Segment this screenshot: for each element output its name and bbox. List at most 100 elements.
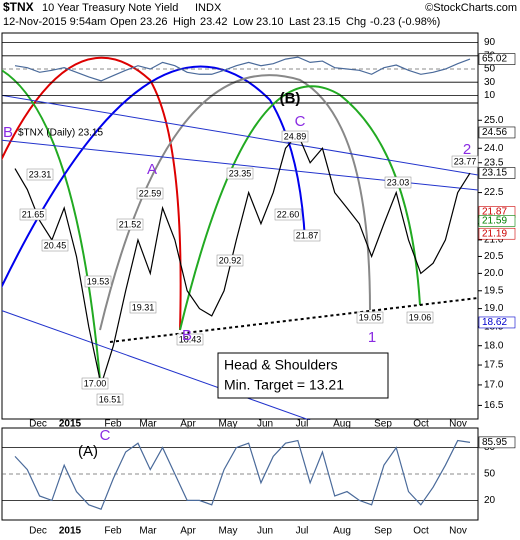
y-tick-label: 22.5 xyxy=(484,187,504,198)
x-tick-label: Nov xyxy=(449,526,467,537)
value-label: 65.02 xyxy=(482,54,507,65)
value-label: 23.15 xyxy=(482,168,507,179)
x-tick-label: Aug xyxy=(333,526,351,537)
wave-label: B xyxy=(182,327,192,344)
y-tick-label: 18.0 xyxy=(484,340,504,351)
price-label-box xyxy=(84,275,112,288)
x-tick-label: Jul xyxy=(296,419,309,430)
symbol: $TNX xyxy=(3,0,34,14)
credit: ©StockCharts.com xyxy=(425,2,517,14)
price-label: 23.35 xyxy=(229,168,252,178)
value-label: 21.19 xyxy=(482,228,507,239)
name: 10 Year Treasury Note Yield xyxy=(42,2,178,14)
price-label: 19.06 xyxy=(409,312,432,322)
x-tick-label: Apr xyxy=(180,419,196,430)
arc xyxy=(179,85,421,331)
price-label: 20.92 xyxy=(219,255,242,265)
x-tick-label: Dec xyxy=(29,526,47,537)
price-label: 20.45 xyxy=(44,240,67,250)
open-label: Open xyxy=(110,16,137,28)
price-label: 22.60 xyxy=(277,209,300,219)
value-label: 85.95 xyxy=(482,437,507,448)
annotation: Head & Shoulders xyxy=(224,357,338,373)
price-label: 19.31 xyxy=(132,302,155,312)
price-label-box xyxy=(274,208,302,221)
wave-label: A xyxy=(147,161,157,178)
price-label-box xyxy=(281,130,309,143)
wave-label: B xyxy=(3,124,13,141)
price-label: 23.77 xyxy=(454,156,477,166)
price-label-box xyxy=(356,311,384,324)
y-tick-label: 16.5 xyxy=(484,400,504,411)
x-tick-label: May xyxy=(219,419,238,430)
value-box xyxy=(478,436,516,449)
price-label: 16.51 xyxy=(99,394,122,404)
y-tick-label: 20.0 xyxy=(484,268,504,279)
price-line xyxy=(14,133,471,388)
y-tick-label: 17.5 xyxy=(484,360,504,371)
chg: -0.23 (-0.98%) xyxy=(370,16,440,28)
price-label-box xyxy=(293,229,321,242)
price-label: 21.87 xyxy=(296,230,319,240)
high-label: High xyxy=(173,16,196,28)
open: 23.26 xyxy=(140,16,168,28)
x-tick-label: Sep xyxy=(374,526,392,537)
x-tick-label: Jun xyxy=(257,526,273,537)
value-label: 18.62 xyxy=(482,317,507,328)
y-tick-label: 10 xyxy=(484,90,496,101)
value-label: 21.59 xyxy=(482,216,507,227)
oscillator-line xyxy=(14,56,471,82)
value-box xyxy=(478,215,516,227)
price-label-box xyxy=(406,311,434,324)
y-tick-label: 21.0 xyxy=(484,235,504,246)
last-label: Last xyxy=(289,16,310,28)
price-label: 22.59 xyxy=(139,188,162,198)
y-tick-label: 23.5 xyxy=(484,157,504,168)
x-tick-label: Mar xyxy=(139,419,157,430)
price-label-box xyxy=(26,168,54,181)
x-tick-label: Feb xyxy=(104,526,122,537)
annotation: Min. Target = 13.21 xyxy=(224,377,344,393)
x-tick-label: Oct xyxy=(413,419,429,430)
x-tick-label: Jun xyxy=(257,419,273,430)
oscillator-line xyxy=(14,439,471,510)
price-label-box xyxy=(129,301,157,314)
y-tick-label: 24.0 xyxy=(484,143,504,154)
value-box xyxy=(478,126,516,139)
x-tick-label: Jul xyxy=(296,526,309,537)
price-label-box xyxy=(19,208,47,221)
neckline xyxy=(109,297,478,343)
price-label-box xyxy=(451,155,479,168)
price-label: 24.89 xyxy=(284,131,307,141)
value-box xyxy=(478,167,516,179)
arc xyxy=(2,69,101,381)
x-tick-label: 2015 xyxy=(59,526,82,537)
header: $TNX 10 Year Treasury Note Yield INDX ©S… xyxy=(3,0,517,28)
value-box xyxy=(478,53,516,65)
y-tick-label: 30 xyxy=(484,77,496,88)
x-tick-label: Oct xyxy=(413,526,429,537)
exchange: INDX xyxy=(195,2,222,14)
wave-label: (B) xyxy=(280,90,301,107)
trend-line xyxy=(2,94,478,176)
price-label-box xyxy=(116,218,144,231)
price-label: 21.65 xyxy=(22,209,45,219)
x-tick-label: 2015 xyxy=(59,419,82,430)
price-label-box xyxy=(176,333,204,346)
last: 23.15 xyxy=(313,16,341,28)
y-tick-label: 17.0 xyxy=(484,380,504,391)
price-label-box xyxy=(216,254,244,267)
date: 12-Nov-2015 9:54am xyxy=(3,16,106,28)
wave-label: 2 xyxy=(463,141,471,158)
price-label-box xyxy=(81,377,109,390)
x-tick-label: Feb xyxy=(104,419,122,430)
x-tick-label: Nov xyxy=(449,419,467,430)
price-label: 17.00 xyxy=(84,378,107,388)
x-tick-label: Sep xyxy=(374,419,392,430)
y-tick-label: 90 xyxy=(484,37,496,48)
price-label-box xyxy=(96,393,124,406)
y-tick-label: 25.0 xyxy=(484,115,504,126)
wave-label: C xyxy=(295,113,306,130)
main-panel-frame xyxy=(1,102,479,420)
